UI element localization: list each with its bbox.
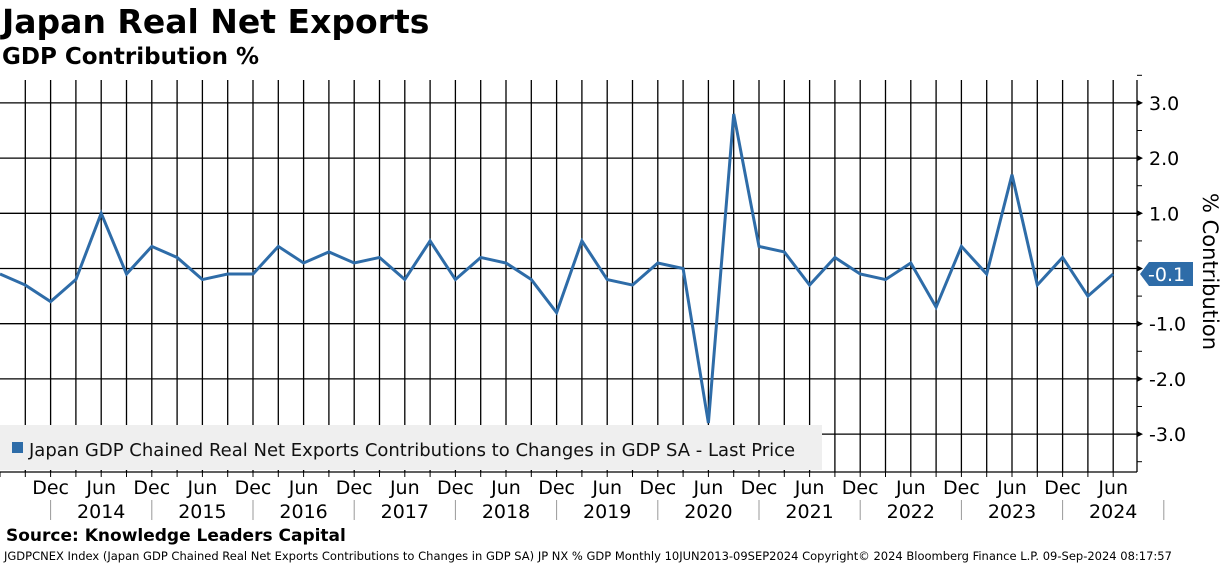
x-tick-label-month: Jun — [187, 477, 218, 499]
x-tick-label-year: 2023 — [988, 501, 1036, 523]
y-tick-label: -2.0 — [1149, 369, 1186, 391]
y-tick — [1137, 99, 1143, 106]
x-tick-label-month: Dec — [437, 477, 474, 499]
x-tick-label-month: Jun — [591, 477, 622, 499]
x-tick-label-month: Jun — [490, 477, 521, 499]
y-tick-label: 1.0 — [1149, 203, 1179, 225]
x-tick-label-year: 2014 — [77, 501, 125, 523]
x-tick-label-month: Jun — [996, 477, 1027, 499]
legend-box — [0, 425, 822, 470]
x-tick-label-year: 2022 — [887, 501, 935, 523]
x-tick-label-year: 2020 — [684, 501, 732, 523]
x-tick-label-month: Jun — [895, 477, 926, 499]
x-tick-label-month: Dec — [842, 477, 879, 499]
y-tick — [1137, 210, 1143, 217]
footer-text: JGDPCNEX Index (Japan GDP Chained Real N… — [4, 549, 1172, 563]
last-value-tag — [1140, 262, 1193, 287]
legend-swatch — [12, 442, 23, 453]
x-tick-label-year: 2018 — [482, 501, 530, 523]
source-text: Source: Knowledge Leaders Capital — [6, 526, 346, 546]
x-tick-label-month: Jun — [794, 477, 825, 499]
x-tick-label-month: Dec — [336, 477, 373, 499]
y-tick — [1137, 320, 1143, 327]
x-tick-label-month: Dec — [32, 477, 69, 499]
y-tick-label: -3.0 — [1149, 424, 1186, 446]
x-tick-label-month: Dec — [943, 477, 980, 499]
x-tick-label-year: 2019 — [583, 501, 631, 523]
legend-label: Japan GDP Chained Real Net Exports Contr… — [28, 440, 795, 461]
x-tick-label-year: 2017 — [381, 501, 429, 523]
y-tick — [1137, 431, 1143, 438]
x-tick-label-month: Dec — [235, 477, 272, 499]
y-axis-title: % Contribution — [1198, 193, 1222, 350]
x-tick-label-month: Dec — [639, 477, 676, 499]
x-tick-label-year: 2016 — [279, 501, 327, 523]
x-tick-label-month: Jun — [389, 477, 420, 499]
last-value-label: -0.1 — [1148, 264, 1185, 286]
x-tick-label-month: Dec — [133, 477, 170, 499]
y-tick-label: -1.0 — [1149, 314, 1186, 336]
series-line — [0, 113, 1115, 424]
x-tick-label-month: Jun — [1097, 477, 1128, 499]
x-tick-label-year: 2015 — [178, 501, 226, 523]
chart-subtitle: GDP Contribution % — [2, 44, 260, 70]
x-tick-label-month: Dec — [1044, 477, 1081, 499]
x-tick-label-month: Jun — [85, 477, 116, 499]
y-tick-label: 3.0 — [1149, 93, 1179, 115]
y-tick — [1137, 265, 1143, 272]
x-tick-label-month: Dec — [741, 477, 778, 499]
x-tick-label-month: Jun — [288, 477, 319, 499]
y-tick-label: 2.0 — [1149, 148, 1179, 170]
y-tick — [1137, 375, 1143, 382]
chart-title: Japan Real Net Exports — [2, 2, 430, 41]
y-tick — [1137, 155, 1143, 162]
x-tick-label-month: Jun — [693, 477, 724, 499]
x-tick-label-year: 2021 — [785, 501, 833, 523]
x-tick-label-year: 2024 — [1089, 501, 1137, 523]
x-tick-label-month: Dec — [538, 477, 575, 499]
